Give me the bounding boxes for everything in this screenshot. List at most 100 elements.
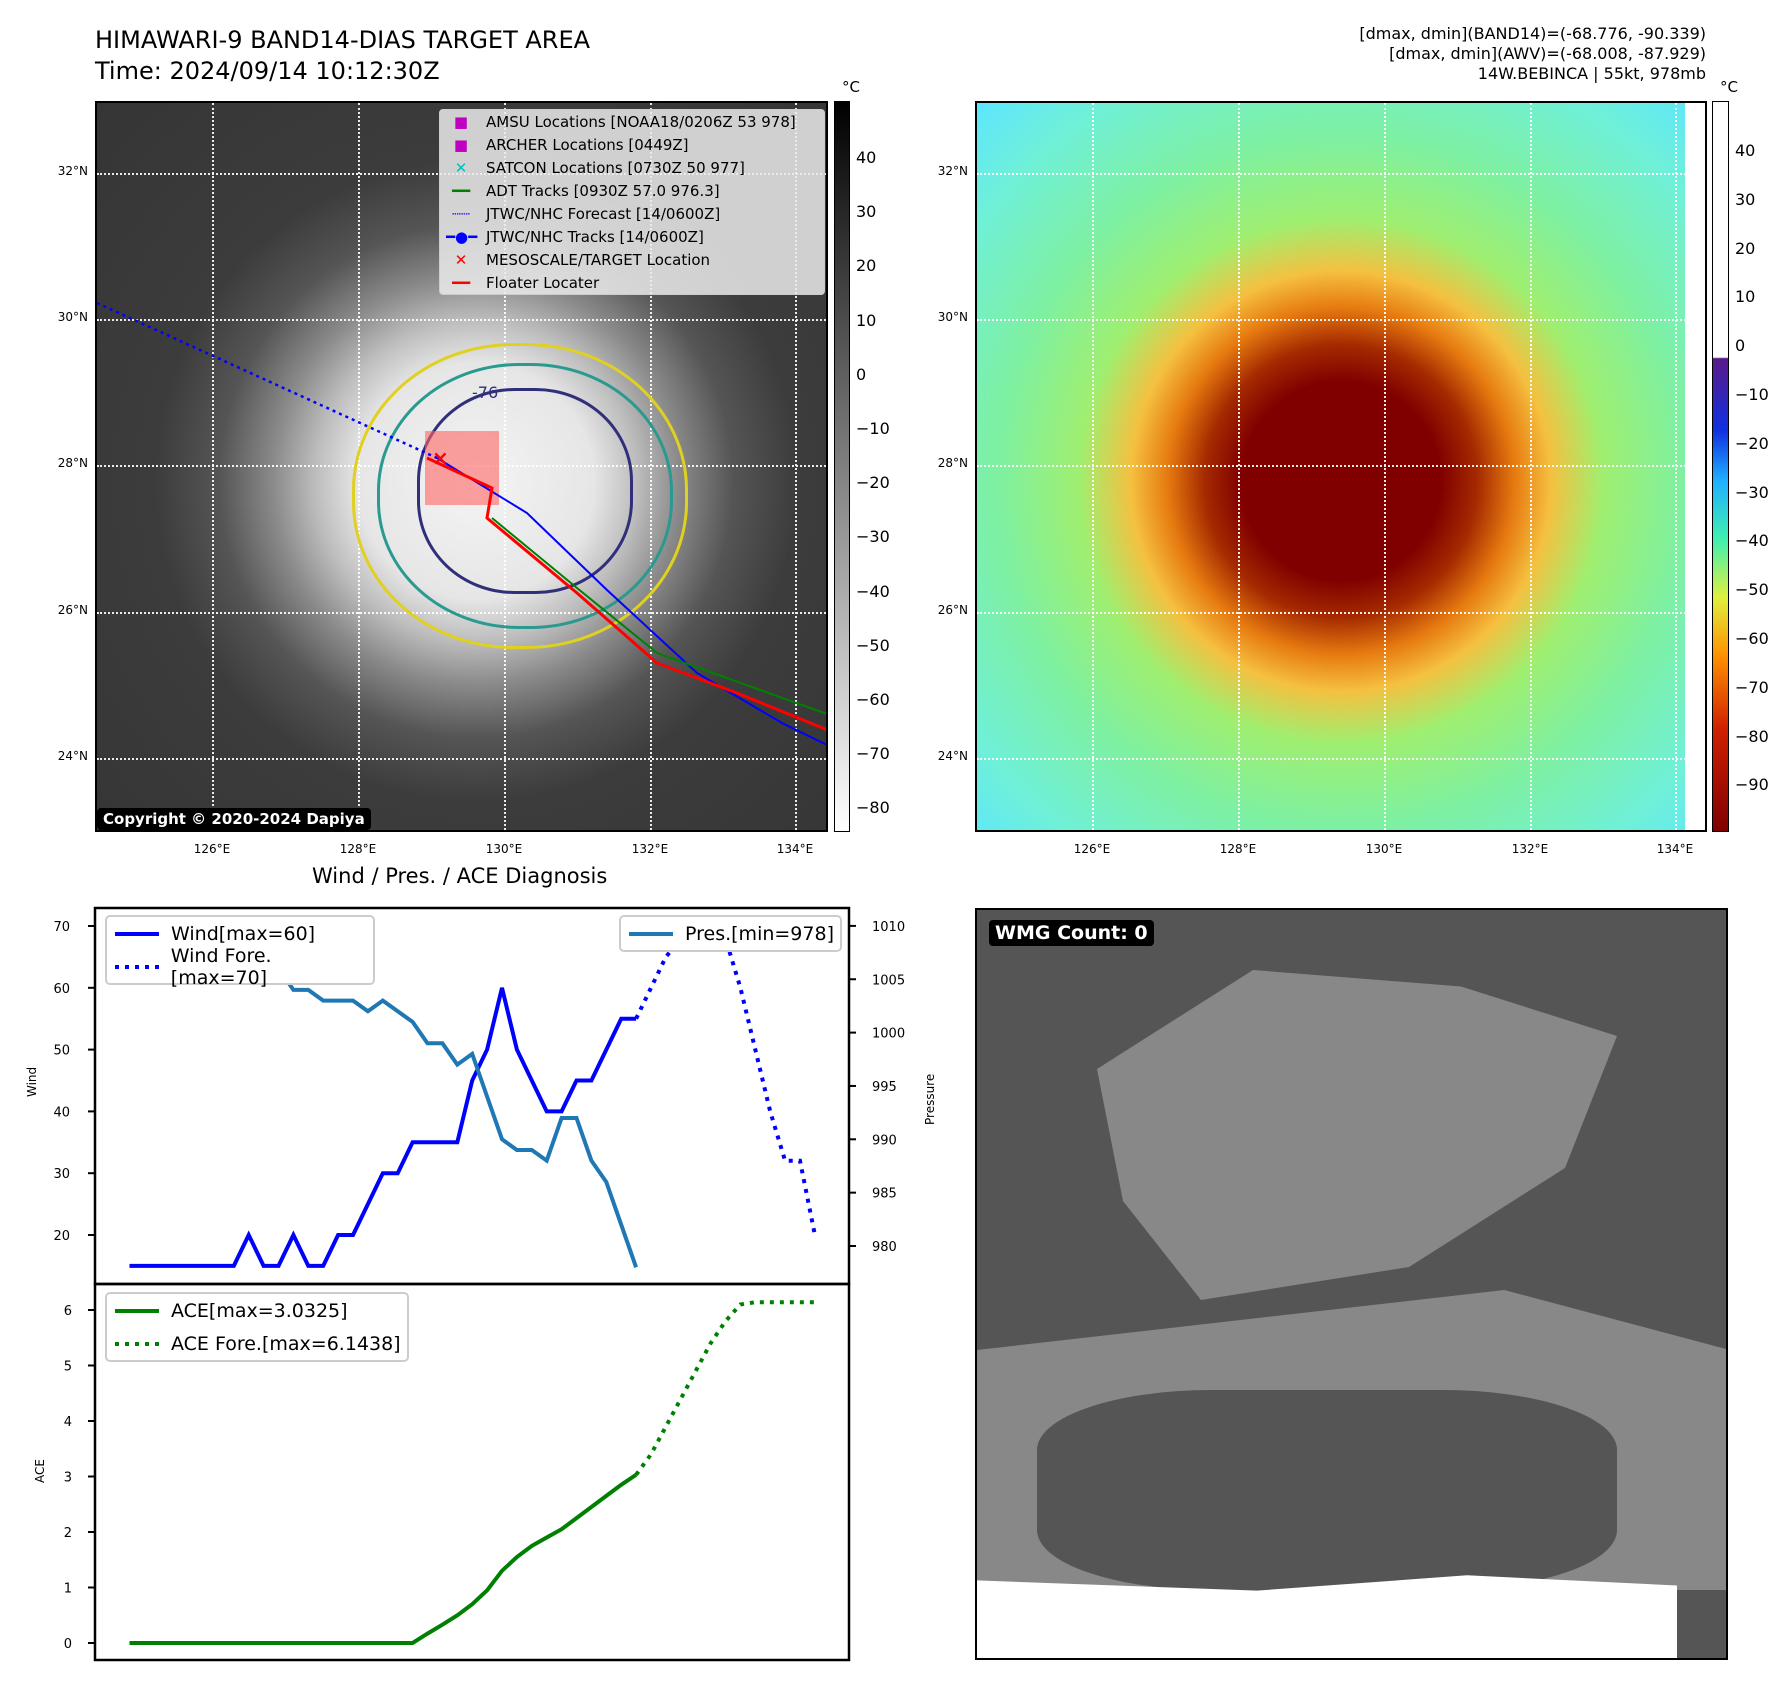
pressure-tick-label: 1010 <box>872 920 905 935</box>
pressure-legend-swatch <box>629 931 673 936</box>
wind-tick-label: 30 <box>53 1167 70 1182</box>
colorbar-tick-label: 30 <box>856 202 877 222</box>
wmg-count-label: WMG Count: 0 <box>989 920 1154 946</box>
legend-label: AMSU Locations [NOAA18/0206Z 53 978] <box>486 112 796 131</box>
wind-axis-label: Wind <box>25 1067 39 1097</box>
ace-axis-label: ACE <box>33 1459 47 1483</box>
copyright-label: Copyright © 2020-2024 Dapiya <box>97 808 371 830</box>
pressure-tick-label: 1000 <box>872 1027 905 1042</box>
pressure-tick-label: 995 <box>872 1080 897 1095</box>
colorbar-tick-label: −40 <box>1735 531 1769 551</box>
lon-tick-label: 126°E <box>1073 842 1111 856</box>
colorbar-tick-label: 40 <box>856 148 877 167</box>
pressure-tick-label: 1005 <box>872 973 905 988</box>
ace-legend: ACE[max=3.0325] ACE Fore.[max=6.1438] <box>105 1292 409 1362</box>
lat-tick-label: 32°N <box>57 164 88 178</box>
figure-time: Time: 2024/09/14 10:12:30Z <box>95 57 440 85</box>
legend-item: ━━ ADT Tracks [0930Z 57.0 976.3] <box>440 179 824 202</box>
colorbar-unit-2: °C <box>1720 78 1738 96</box>
colorbar-tick-label: −70 <box>1735 677 1769 697</box>
contour-label: -76 <box>472 383 499 402</box>
map-legend: ■ AMSU Locations [NOAA18/0206Z 53 978] ■ AR… <box>439 109 825 295</box>
line-marker-icon: ━━ <box>451 273 471 292</box>
legend-label: JTWC/NHC Tracks [14/0600Z] <box>486 227 704 246</box>
legend-item: ✕ SATCON Locations [0730Z 50 977] <box>440 156 824 179</box>
colorbar-tick-label: −80 <box>1735 726 1769 746</box>
x-marker-icon: ✕ <box>454 158 468 177</box>
legend-label: ADT Tracks [0930Z 57.0 976.3] <box>486 181 720 200</box>
ace-fore-legend-label: ACE Fore.[max=6.1438] <box>171 1332 401 1355</box>
ace-tick-label: 4 <box>64 1415 72 1430</box>
wmg-clear-region <box>977 1575 1677 1658</box>
lat-tick-label: 28°N <box>57 456 88 470</box>
pressure-tick-label: 985 <box>872 1187 897 1202</box>
ace-tick-label: 2 <box>64 1526 72 1541</box>
lat-tick-label: 30°N <box>937 310 968 324</box>
colorbar-tick-label: 10 <box>1735 287 1756 307</box>
legend-item: ┈┈ JTWC/NHC Forecast [14/0600Z] <box>440 202 824 225</box>
line-dot-marker-icon: ━●━ <box>446 227 478 246</box>
lon-tick-label: 134°E <box>1656 842 1694 856</box>
wind-tick-label: 50 <box>53 1044 70 1059</box>
colorbar-tick-label: −90 <box>1735 775 1769 795</box>
lon-tick-label: 132°E <box>1511 842 1549 856</box>
contour-outer <box>352 343 688 649</box>
lat-tick-label: 26°N <box>57 603 88 617</box>
wind-tick-label: 40 <box>53 1105 70 1120</box>
colorbar-tick-label: 20 <box>1735 238 1756 258</box>
wind-forecast-line <box>634 924 817 1236</box>
square-marker-icon: ■ <box>453 135 469 154</box>
colorbar-unit: °C <box>842 78 860 96</box>
ace-legend-label: ACE[max=3.0325] <box>171 1299 348 1322</box>
wind-legend-label: Wind[max=60] <box>171 922 316 945</box>
legend-item: ━━ Floater Locater <box>440 271 824 294</box>
band14-colorbar <box>834 101 850 832</box>
legend-label: Floater Locater <box>486 273 600 292</box>
colorbar-tick-label: −60 <box>856 690 890 709</box>
lat-tick-label: 32°N <box>937 164 968 178</box>
ace-tick-label: 5 <box>64 1360 72 1375</box>
lon-tick-label: 132°E <box>631 842 669 856</box>
band14-ir-map: -76 × ■ AMSU Locations [NOAA18/0206Z 53 9… <box>95 101 828 832</box>
dotted-marker-icon: ┈┈ <box>451 204 471 223</box>
track-overlay: × <box>97 301 826 746</box>
pressure-legend: Pres.[min=978] <box>619 915 842 952</box>
colorbar-tick-label: −60 <box>1735 629 1769 648</box>
target-area-box <box>425 431 499 505</box>
colorbar-tick-label: −30 <box>856 527 890 547</box>
awv-colorbar <box>1712 101 1729 832</box>
legend-item: ━●━ JTWC/NHC Tracks [14/0600Z] <box>440 225 824 248</box>
colorbar-tick-label: −20 <box>1735 433 1769 453</box>
colorbar-tick-label: −30 <box>1735 482 1769 502</box>
colorbar-tick-label: −20 <box>856 473 890 493</box>
colorbar-tick-label: −50 <box>1735 580 1769 600</box>
colorbar-tick-label: 30 <box>1735 189 1756 209</box>
line-marker-icon: ━━ <box>451 181 471 200</box>
colorbar-tick-label: 10 <box>856 310 877 330</box>
ace-forecast-line <box>634 1300 815 1476</box>
colorbar-tick-label: −10 <box>1735 385 1769 404</box>
band14-stats: [dmax, dmin](BAND14)=(-68.776, -90.339) <box>1359 24 1706 43</box>
wmg-region <box>1037 1390 1617 1590</box>
lat-tick-label: 24°N <box>57 749 88 763</box>
ace-fore-legend-swatch <box>115 1341 159 1346</box>
pressure-tick-label: 980 <box>872 1240 897 1255</box>
colorbar-tick-label: 0 <box>856 364 867 384</box>
figure-title: HIMAWARI-9 BAND14-DIAS TARGET AREA <box>95 26 591 54</box>
square-marker-icon: ■ <box>453 112 469 131</box>
colorbar-tick-label: −40 <box>856 581 890 601</box>
lon-tick-label: 130°E <box>1365 842 1403 856</box>
lat-tick-label: 24°N <box>937 749 968 763</box>
adt-track <box>491 517 826 715</box>
wind-fore-legend-label: Wind Fore.[max=70] <box>170 944 272 989</box>
legend-label: ARCHER Locations [0449Z] <box>486 135 689 154</box>
legend-item: ■ ARCHER Locations [0449Z] <box>440 133 824 156</box>
legend-item: ✕ MESOSCALE/TARGET Location <box>440 248 824 271</box>
colorbar-tick-label: 40 <box>1735 141 1756 160</box>
lon-tick-label: 134°E <box>776 842 814 856</box>
wind-fore-legend-swatch <box>115 964 159 969</box>
legend-item: ■ AMSU Locations [NOAA18/0206Z 53 978] <box>440 110 824 133</box>
wind-tick-label: 60 <box>53 982 70 997</box>
lon-tick-label: 128°E <box>339 842 377 856</box>
colorbar-tick-label: −50 <box>856 635 890 655</box>
